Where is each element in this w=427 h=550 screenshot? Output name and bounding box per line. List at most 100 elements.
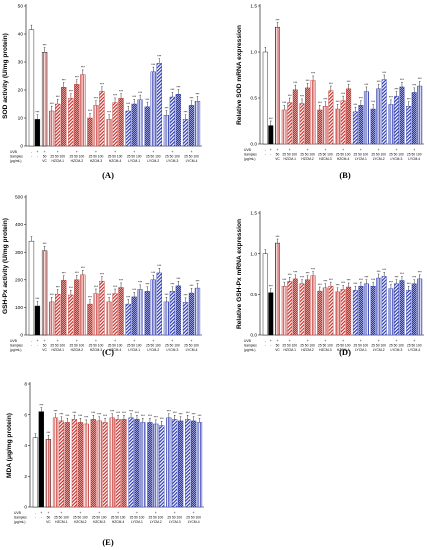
bar-lycm-1-50 <box>131 103 137 147</box>
significance-mark: *** <box>157 55 162 59</box>
bar-hzcm-2-50 <box>77 422 83 508</box>
significance-mark: *** <box>43 43 48 47</box>
group-label-hzcm-4: HZCM-4 <box>112 520 125 524</box>
uvb-mark: + <box>360 148 362 152</box>
conc-label: 25 50 100 <box>108 344 123 348</box>
significance-mark: *** <box>311 72 316 76</box>
unit-row-label: (μg/mL) <box>10 348 21 352</box>
significance-mark: *** <box>412 84 417 88</box>
samples-row-label: Samples <box>244 153 257 157</box>
sample-mark: - <box>37 344 38 348</box>
uvb-mark: + <box>342 148 344 152</box>
uvb-mark: - <box>35 511 36 515</box>
conc-label: 25 50 100 <box>371 153 386 157</box>
significance-mark: *** <box>341 281 346 285</box>
bar-hzcm-4-25 <box>335 291 341 336</box>
significance-mark: *** <box>72 411 77 415</box>
vc-conc-label: 50 <box>43 344 47 348</box>
y-tick-label: 20 <box>18 88 24 94</box>
y-tick-label: 300 <box>15 250 23 256</box>
group-label-hzcm-3: HZCM-3 <box>93 520 106 524</box>
bar-lycm-3-50 <box>169 291 176 336</box>
significance-mark: *** <box>377 270 382 274</box>
conc-label: 25 50 100 <box>146 155 161 159</box>
y-tick-label: 1.0 <box>250 251 257 257</box>
significance-mark: *** <box>39 403 44 407</box>
significance-mark: *** <box>119 279 124 283</box>
uvb-mark: + <box>289 339 291 343</box>
uvb-mark: + <box>133 339 135 343</box>
significance-mark: *** <box>69 90 74 94</box>
uvb-mark: + <box>174 511 176 515</box>
significance-mark: *** <box>329 82 334 86</box>
conc-label: 25 50 100 <box>50 155 65 159</box>
significance-mark: *** <box>389 280 394 284</box>
bar-lycm-3-25 <box>166 417 172 508</box>
bar-hzcm-4-50 <box>112 293 118 336</box>
bar-hzcm-1-100 <box>61 86 67 147</box>
significance-mark: *** <box>300 95 305 99</box>
significance-mark: *** <box>151 271 156 275</box>
conc-label: 25 50 100 <box>130 516 145 520</box>
conc-label: 25 50 100 <box>70 344 85 348</box>
significance-mark: *** <box>198 414 203 418</box>
unit-row-label: (μg/mL) <box>244 348 255 352</box>
uvb-mark: + <box>395 148 397 152</box>
uvb-mark: + <box>117 511 119 515</box>
uvb-mark: + <box>289 148 291 152</box>
significance-mark: *** <box>69 286 74 290</box>
bar-lycm-1-50 <box>358 105 364 145</box>
uvb-row-label: UVB <box>244 339 252 343</box>
y-axis-label: Relative SOD mRNA expression <box>236 25 243 125</box>
bar-lycm-4-100 <box>417 85 423 145</box>
bar-hzcm-3-50 <box>322 287 328 336</box>
significance-mark: *** <box>88 109 93 113</box>
y-tick-label: 100 <box>15 305 23 311</box>
significance-mark: *** <box>323 280 328 284</box>
group-label-vc: VC <box>42 159 47 163</box>
group-label-lycm-2: LYCM-2 <box>373 157 385 161</box>
significance-mark: *** <box>151 63 156 67</box>
bar-lycm-4-25 <box>185 419 191 508</box>
group-label-hzcm-4: HZCM-4 <box>109 348 122 352</box>
uvb-mark: + <box>378 148 380 152</box>
conc-label: 25 50 100 <box>318 344 333 348</box>
bar-hzcm-4-100 <box>346 286 352 336</box>
samples-row-label: Samples <box>10 344 23 348</box>
bar-hzcm-2-100 <box>83 423 89 508</box>
uvb-mark: + <box>307 339 309 343</box>
significance-mark: *** <box>382 268 387 272</box>
y-axis-label: GSH-Px activity (U/mg protein) <box>2 218 9 314</box>
significance-mark: *** <box>132 95 137 99</box>
significance-mark: *** <box>347 80 352 84</box>
bar-hzcm-2-100 <box>80 74 86 147</box>
significance-mark: *** <box>138 91 143 95</box>
bar-lycm-2-50 <box>150 279 156 336</box>
panel-a: SOD activity (U/mg protein) 0 10 20 30 40 50 **… <box>2 4 202 180</box>
uvb-mark: + <box>136 511 138 515</box>
uvb-mark: + <box>193 511 195 515</box>
uvb-mark: - <box>31 339 32 343</box>
bar-hzcm-4-50 <box>115 419 121 508</box>
bar-lycm-1-100 <box>363 283 369 336</box>
bar-hzcm-1-25 <box>49 110 55 147</box>
uvb-row-label: UVB <box>14 511 22 515</box>
uvb-mark: + <box>360 339 362 343</box>
significance-mark: *** <box>113 94 118 98</box>
bar-lycm-3-100 <box>175 285 182 336</box>
bar-lycm-4-25 <box>406 290 412 336</box>
bar-lycm-1-25 <box>352 290 358 336</box>
y-tick-label: 0.0 <box>250 333 257 339</box>
y-tick-label: 0.0 <box>250 142 257 148</box>
significance-mark: *** <box>293 271 298 275</box>
significance-mark: *** <box>141 414 146 418</box>
uvb-mark: + <box>413 339 415 343</box>
sample-mark: - <box>31 155 32 159</box>
significance-mark: *** <box>347 279 352 283</box>
bar-hzcm-3-100 <box>99 280 105 336</box>
samples-row-label: Samples <box>244 344 257 348</box>
uvb-row-label: UVB <box>244 148 252 152</box>
samples-row-label: Samples <box>10 155 23 159</box>
group-label-lycm-2: LYCM-2 <box>147 159 159 163</box>
